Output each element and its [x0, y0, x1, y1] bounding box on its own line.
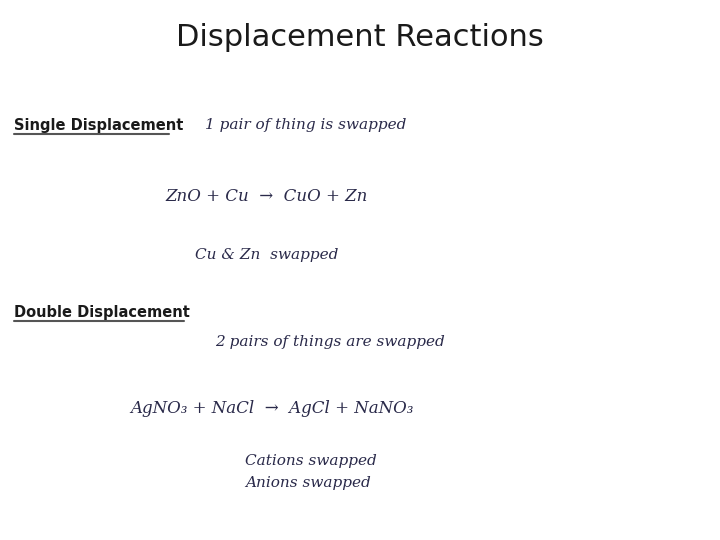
Text: Double Displacement: Double Displacement	[14, 305, 190, 320]
Text: 2 pairs of things are swapped: 2 pairs of things are swapped	[215, 335, 445, 349]
Text: Displacement Reactions: Displacement Reactions	[176, 24, 544, 52]
Text: Single Displacement: Single Displacement	[14, 118, 184, 133]
Text: 1 pair of thing is swapped: 1 pair of thing is swapped	[205, 118, 406, 132]
Text: Anions swapped: Anions swapped	[245, 476, 371, 490]
Text: ZnO + Cu  →  CuO + Zn: ZnO + Cu → CuO + Zn	[165, 188, 367, 205]
Text: Cations swapped: Cations swapped	[245, 454, 377, 468]
Text: AgNO₃ + NaCl  →  AgCl + NaNO₃: AgNO₃ + NaCl → AgCl + NaNO₃	[130, 400, 413, 417]
Text: Cu & Zn  swapped: Cu & Zn swapped	[195, 248, 338, 262]
